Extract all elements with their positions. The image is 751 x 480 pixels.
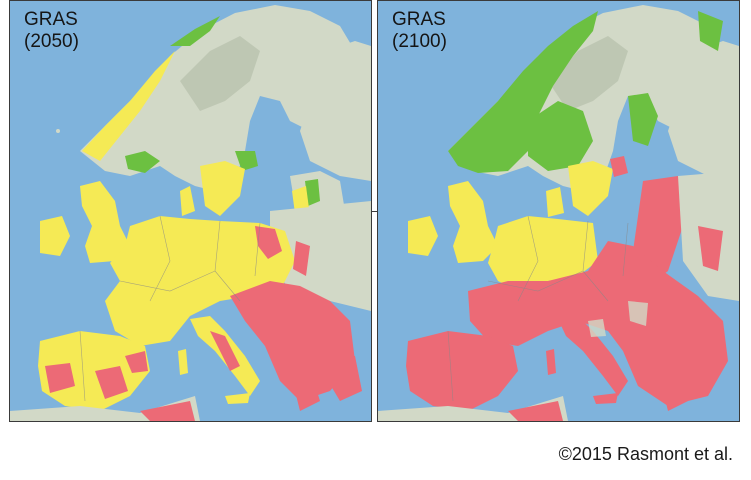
scenario-year: (2050) [24, 31, 79, 52]
map-label-2100: GRAS (2100) [392, 9, 447, 53]
map-label-2050: GRAS (2050) [24, 9, 79, 53]
scenario-name: GRAS [24, 9, 78, 30]
map-panel-2050: GRAS (2050) [9, 0, 372, 422]
copyright-credit: ©2015 Rasmont et al. [558, 444, 733, 464]
scenario-year: (2100) [392, 31, 447, 52]
europe-map-2050 [10, 1, 371, 421]
europe-map-2100 [378, 1, 739, 421]
map-panel-2100: GRAS (2100) [377, 0, 740, 422]
scenario-name: GRAS [392, 9, 446, 30]
